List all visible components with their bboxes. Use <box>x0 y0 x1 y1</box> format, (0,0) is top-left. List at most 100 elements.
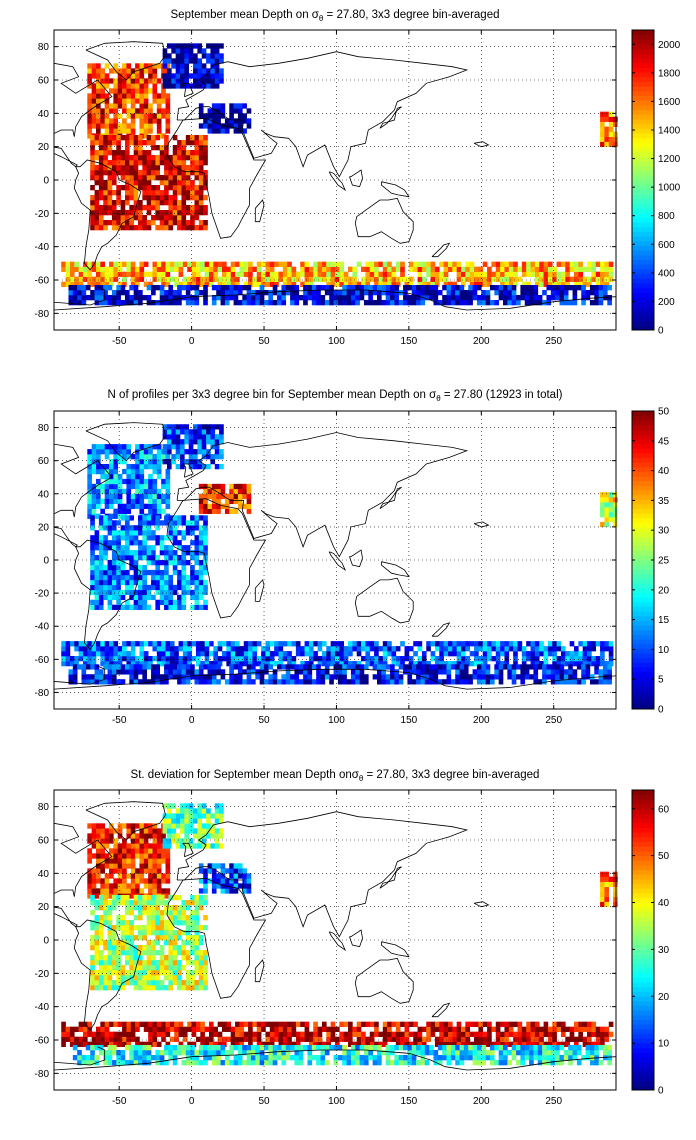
data-cell <box>242 488 247 495</box>
data-cell <box>148 454 153 460</box>
data-cell <box>152 646 158 652</box>
data-cell <box>346 285 352 291</box>
data-cell <box>573 271 579 277</box>
data-cell <box>96 873 101 879</box>
data-cell <box>613 136 618 142</box>
data-cell <box>164 555 169 561</box>
data-cell <box>208 651 214 657</box>
data-cell <box>185 935 191 941</box>
colorbar-tick-label: 400 <box>658 268 675 279</box>
data-cell <box>237 498 243 505</box>
colorbar-step <box>632 662 654 668</box>
data-cell <box>107 200 113 206</box>
data-cell <box>139 660 145 667</box>
data-cell <box>103 594 108 601</box>
data-cell <box>194 679 200 685</box>
data-cell <box>135 93 140 99</box>
data-cell <box>459 285 465 291</box>
data-cell <box>504 660 510 667</box>
data-cell <box>103 584 108 591</box>
data-cell <box>219 53 224 59</box>
data-cell <box>162 429 168 435</box>
data-cell <box>421 276 427 282</box>
data-cell <box>122 1026 127 1032</box>
data-cell <box>321 266 327 272</box>
data-cell <box>124 905 130 911</box>
colorbar-step <box>632 601 654 607</box>
data-cell <box>94 569 100 576</box>
data-cell <box>122 868 127 874</box>
data-cell <box>513 651 518 657</box>
data-cell <box>203 520 208 526</box>
data-cell <box>272 669 278 675</box>
data-cell <box>155 205 161 211</box>
data-cell <box>152 848 158 854</box>
data-cell <box>529 664 534 670</box>
data-cell <box>463 679 469 685</box>
data-cell <box>235 271 240 277</box>
data-cell <box>487 281 492 287</box>
data-cell <box>166 434 172 440</box>
data-cell <box>130 123 136 129</box>
data-cell <box>481 664 486 670</box>
data-cell <box>237 674 243 680</box>
data-cell <box>133 535 139 541</box>
data-cell <box>330 641 336 647</box>
data-cell <box>139 843 145 849</box>
data-cell <box>129 965 134 971</box>
data-cell <box>168 935 174 941</box>
data-cell <box>539 266 544 272</box>
data-cell <box>65 660 71 667</box>
data-cell <box>560 656 566 662</box>
data-cell <box>90 579 95 586</box>
data-cell <box>152 454 158 460</box>
data-cell <box>91 266 97 272</box>
data-cell <box>116 155 121 161</box>
data-cell <box>116 190 121 196</box>
data-cell <box>126 473 132 480</box>
data-cell <box>104 498 110 505</box>
data-cell <box>194 550 200 556</box>
data-cell <box>168 165 174 171</box>
data-cell <box>156 463 162 470</box>
data-cell <box>146 525 152 531</box>
data-cell <box>129 564 134 571</box>
data-cell <box>424 295 430 301</box>
data-cell <box>152 68 158 74</box>
data-cell <box>335 271 340 277</box>
data-cell <box>182 276 188 282</box>
data-cell <box>472 285 478 291</box>
data-cell <box>113 863 119 869</box>
data-cell <box>78 651 84 657</box>
data-cell <box>211 483 217 490</box>
data-cell <box>210 73 216 79</box>
data-cell <box>214 833 220 839</box>
data-cell <box>204 281 210 287</box>
data-cell <box>598 290 604 296</box>
data-cell <box>478 271 484 277</box>
data-cell <box>303 285 308 291</box>
data-cell <box>104 873 110 879</box>
data-cell <box>500 646 505 652</box>
data-cell <box>155 285 161 291</box>
data-cell <box>165 271 171 277</box>
data-cell <box>103 574 108 581</box>
data-cell <box>521 261 527 267</box>
data-cell <box>261 276 266 282</box>
data-cell <box>87 1041 92 1047</box>
data-cell <box>104 78 110 84</box>
data-cell <box>308 656 314 662</box>
depth-panel-coastlines <box>54 41 616 311</box>
data-cell <box>317 261 323 267</box>
y-tick-label: 80 <box>38 42 50 53</box>
data-cell <box>177 560 182 566</box>
data-cell <box>190 925 195 931</box>
data-cell <box>113 88 119 94</box>
data-cell <box>146 155 152 161</box>
data-cell <box>198 878 204 884</box>
data-cell <box>465 276 471 282</box>
data-cell <box>268 664 274 670</box>
data-cell <box>169 1036 175 1042</box>
data-cell <box>133 555 139 561</box>
data-cell <box>211 103 217 109</box>
